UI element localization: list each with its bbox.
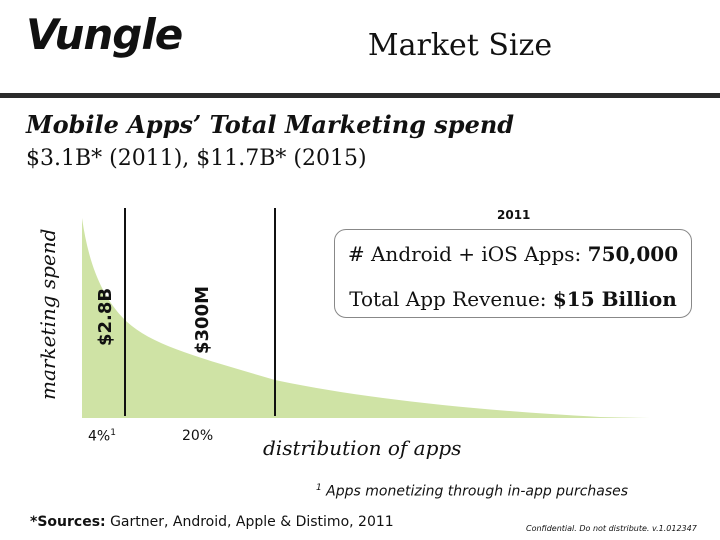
x-tick-20pct: 20% bbox=[182, 428, 214, 444]
footnote-text: Apps monetizing through in-app purchases bbox=[321, 483, 629, 500]
spend-figures: $3.1B* (2011), $11.7B* (2015) bbox=[26, 146, 367, 171]
long-tail-chart bbox=[82, 208, 650, 418]
value-label-2-8b: $2.8B bbox=[95, 287, 116, 346]
value-label-300m: $300M bbox=[192, 285, 213, 354]
footnote-marker: 1 bbox=[316, 483, 322, 493]
x-tick-4pct-text: 4% bbox=[88, 428, 111, 445]
sources-text: Gartner, Android, Apple & Distimo, 2011 bbox=[105, 514, 394, 530]
apps-count-line: # Android + iOS Apps: 750,000 bbox=[335, 242, 691, 266]
sources-line: *Sources: Gartner, Android, Apple & Dist… bbox=[30, 514, 394, 530]
long-tail-area bbox=[82, 218, 650, 418]
revenue-line: Total App Revenue: $15 Billion bbox=[335, 287, 691, 311]
x-axis-label: distribution of apps bbox=[263, 436, 462, 460]
page-title: Market Size bbox=[367, 28, 553, 63]
header-divider bbox=[0, 93, 720, 98]
y-axis-label: marketing spend bbox=[36, 228, 60, 400]
sources-label: *Sources: bbox=[30, 514, 106, 530]
revenue-value: $15 Billion bbox=[552, 287, 677, 311]
info-box: # Android + iOS Apps: 750,000 Total App … bbox=[334, 229, 692, 318]
confidential-notice: Confidential. Do not distribute. v.1.012… bbox=[526, 524, 697, 533]
footnote: 1 Apps monetizing through in-app purchas… bbox=[316, 483, 628, 500]
x-tick-4pct: 4%1 bbox=[88, 428, 116, 445]
subheading: Mobile Apps’ Total Marketing spend bbox=[26, 110, 515, 139]
apps-count-value: 750,000 bbox=[587, 242, 679, 266]
info-year: 2011 bbox=[497, 208, 531, 222]
revenue-label: Total App Revenue: bbox=[349, 287, 553, 311]
x-tick-4pct-marker: 1 bbox=[110, 428, 116, 438]
apps-count-label: # Android + iOS Apps: bbox=[347, 242, 588, 266]
vungle-logo: Vungle bbox=[26, 10, 183, 59]
